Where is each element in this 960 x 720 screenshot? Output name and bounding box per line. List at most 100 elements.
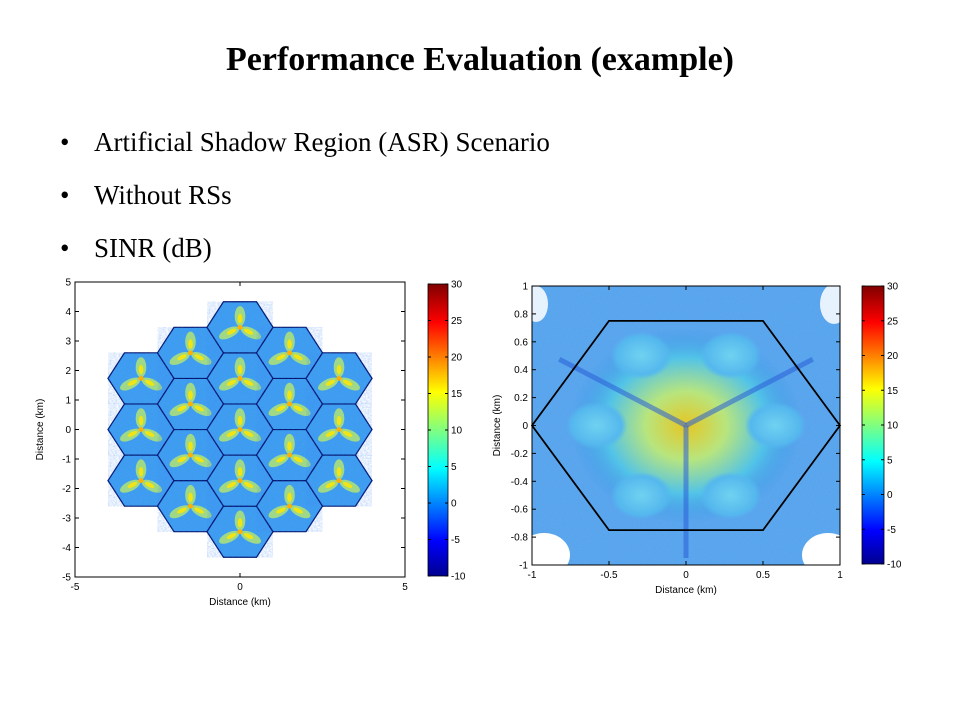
colorbar-tick-label: 30 bbox=[451, 280, 463, 291]
hex-cell bbox=[107, 403, 175, 456]
hex-cell bbox=[305, 454, 373, 507]
cell-center bbox=[237, 376, 243, 381]
sector-lobe-core bbox=[237, 467, 243, 477]
hex-cell bbox=[206, 403, 274, 456]
sector-lobe-core bbox=[127, 379, 138, 386]
shadow-region bbox=[610, 331, 673, 380]
shadow-region bbox=[699, 471, 762, 520]
sector-lobe-core bbox=[188, 390, 193, 400]
sector-boundary bbox=[684, 357, 814, 428]
cell-center bbox=[286, 401, 293, 407]
sector-lobe-core bbox=[243, 533, 254, 540]
sector-lobe-core bbox=[237, 313, 243, 324]
hex-cell bbox=[255, 377, 324, 431]
colorbar-tick-label: -5 bbox=[887, 525, 896, 536]
y-tick-label: 0.8 bbox=[514, 309, 528, 320]
bullet-item: • Artificial Shadow Region (ASR) Scenario bbox=[60, 118, 550, 171]
y-tick-label: 4 bbox=[65, 307, 71, 318]
colorbar-tick-label: -10 bbox=[451, 572, 466, 583]
sector-lobe-core bbox=[177, 507, 187, 514]
colorbar-tick-label: 5 bbox=[887, 455, 893, 466]
hex-cell bbox=[305, 352, 373, 405]
sector-lobe-core bbox=[287, 441, 292, 451]
cell-center bbox=[286, 503, 293, 509]
x-tick-label: -1 bbox=[528, 570, 537, 581]
empty-corner bbox=[518, 533, 570, 577]
colorbar-tick-label: -10 bbox=[887, 560, 902, 571]
sector-lobe-core bbox=[237, 518, 243, 528]
shadow-region bbox=[744, 401, 807, 450]
cell-center bbox=[187, 401, 194, 407]
y-tick-label: 0 bbox=[65, 425, 71, 436]
hex-cell bbox=[156, 326, 225, 380]
y-tick-label: -1 bbox=[519, 561, 528, 572]
colorbar-tick-label: 25 bbox=[887, 316, 899, 327]
sector-lobe-core bbox=[194, 354, 204, 361]
sector-lobe-core bbox=[127, 430, 138, 437]
cell-center bbox=[237, 478, 243, 483]
x-axis-label: Distance (km) bbox=[655, 585, 717, 596]
y-tick-label: 3 bbox=[65, 337, 71, 348]
sector-lobe-core bbox=[226, 328, 237, 335]
y-tick-label: 1 bbox=[522, 282, 528, 293]
cell-center bbox=[138, 376, 144, 381]
sector-lobe-core bbox=[188, 339, 193, 349]
bullet-item: • SINR (dB) bbox=[60, 224, 550, 277]
y-tick-label: 0.2 bbox=[514, 393, 528, 404]
cell-center bbox=[286, 350, 293, 356]
cell-center bbox=[187, 503, 194, 509]
y-tick-label: -0.4 bbox=[511, 477, 529, 488]
hex-cell bbox=[107, 352, 175, 405]
sector-lobe-core bbox=[276, 354, 286, 361]
sector-lobe-core bbox=[188, 441, 193, 451]
y-tick-label: 0 bbox=[522, 421, 528, 432]
sector-boundary bbox=[558, 357, 688, 428]
hex-cell bbox=[206, 454, 274, 507]
x-tick-label: 0 bbox=[237, 582, 243, 593]
empty-corner bbox=[524, 286, 548, 322]
sector-lobe-core bbox=[226, 482, 237, 488]
sector-lobe-core bbox=[336, 415, 342, 426]
sector-lobe-core bbox=[287, 492, 292, 503]
sector-lobe-core bbox=[177, 456, 187, 463]
bullet-text: Without RSs bbox=[94, 180, 232, 210]
sector-lobe-core bbox=[226, 533, 237, 540]
sector-lobe-core bbox=[293, 456, 303, 463]
y-tick-label: -0.2 bbox=[511, 449, 529, 460]
colorbar-tick-label: 25 bbox=[451, 316, 463, 327]
cell-center bbox=[237, 529, 243, 535]
x-tick-label: -0.5 bbox=[600, 570, 618, 581]
sector-lobe-core bbox=[237, 364, 243, 375]
bullet-item: • Without RSs bbox=[60, 171, 550, 224]
y-tick-label: 5 bbox=[65, 278, 71, 289]
sector-lobe-core bbox=[194, 507, 204, 514]
sector-lobe-core bbox=[243, 328, 254, 335]
sector-lobe-core bbox=[287, 390, 292, 400]
sector-lobe-core bbox=[226, 430, 237, 437]
hex-cell bbox=[156, 377, 225, 431]
y-tick-label: -3 bbox=[62, 514, 71, 525]
slide-title: Performance Evaluation (example) bbox=[226, 41, 734, 78]
y-tick-label: 0.6 bbox=[514, 337, 528, 348]
cell-center bbox=[138, 427, 144, 432]
bullet-dot: • bbox=[60, 233, 70, 263]
sector-lobe-core bbox=[194, 456, 204, 463]
y-tick-label: -4 bbox=[62, 543, 71, 554]
empty-corner bbox=[820, 284, 848, 324]
sector-lobe-core bbox=[138, 364, 144, 375]
cell-center bbox=[336, 376, 342, 381]
x-axis-label: Distance (km) bbox=[209, 597, 271, 608]
y-axis-label: Distance (km) bbox=[35, 399, 46, 461]
sector-lobe-core bbox=[188, 492, 193, 503]
colorbar-tick-label: 15 bbox=[451, 389, 463, 400]
sector-lobe-core bbox=[237, 415, 243, 426]
y-tick-label: -0.8 bbox=[511, 533, 529, 544]
y-tick-label: -5 bbox=[62, 573, 71, 584]
cell-center bbox=[336, 478, 342, 483]
sector-lobe-core bbox=[325, 379, 336, 386]
y-tick-label: 0.4 bbox=[514, 365, 528, 376]
sector-lobe-core bbox=[342, 430, 353, 437]
sector-lobe-core bbox=[138, 467, 144, 477]
colorbar-tick-label: 10 bbox=[451, 426, 463, 437]
hex-cell bbox=[156, 428, 225, 482]
